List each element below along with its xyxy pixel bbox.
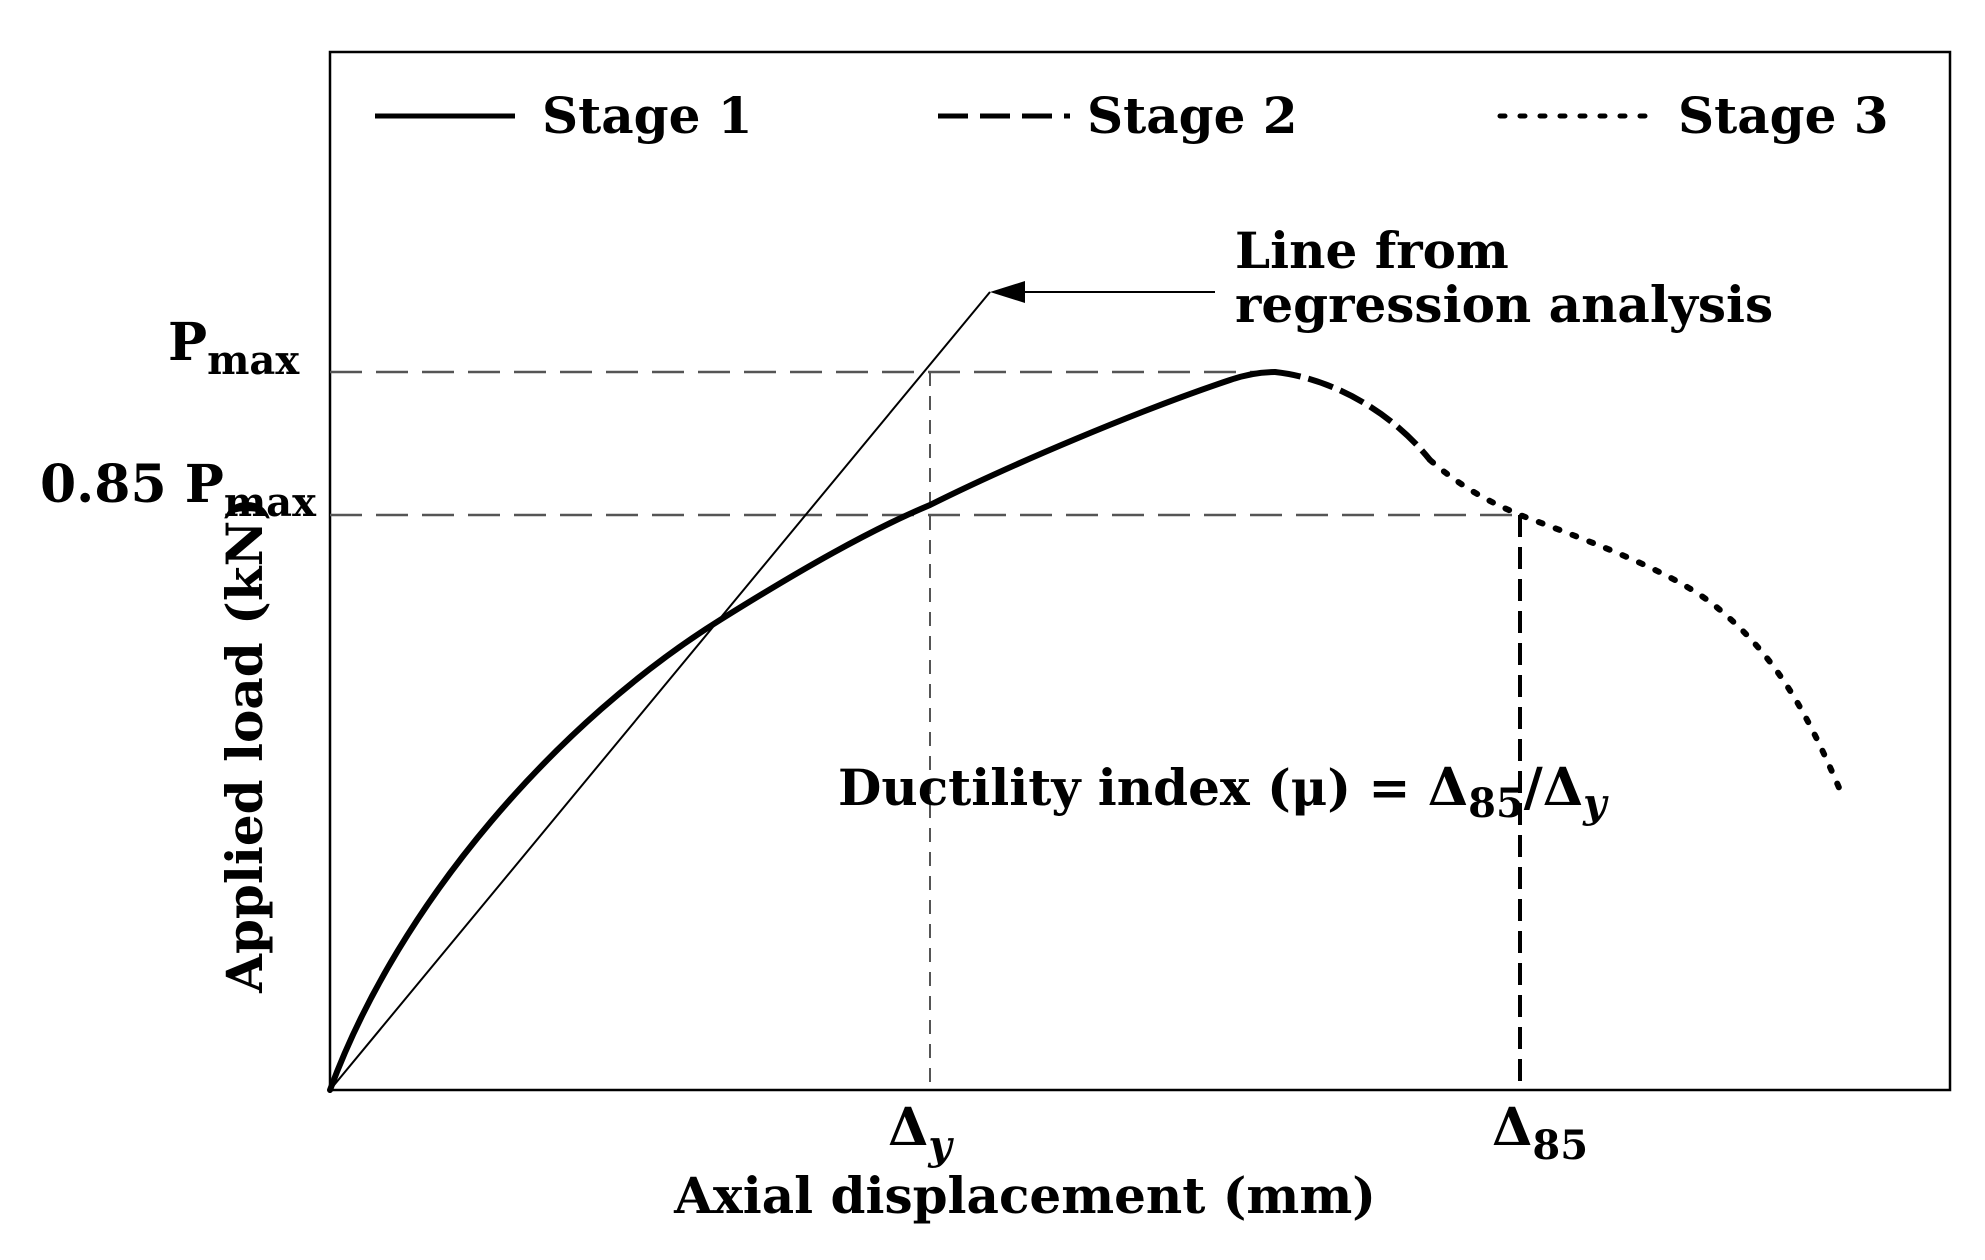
ductility-deltay-base: Δ (1543, 757, 1583, 818)
legend-stage1-label: Stage 1 (542, 86, 753, 145)
y-axis-label: Applied load (kN) (215, 497, 274, 994)
ductility-deltay-sub: y (1582, 780, 1609, 827)
dy-base: Δ (888, 1097, 928, 1158)
regression-label-line2: regression analysis (1235, 275, 1773, 334)
ductility-slash: / (1524, 757, 1543, 818)
legend-stage3-label: Stage 3 (1678, 86, 1889, 145)
annotation-arrow-head (990, 281, 1025, 303)
d85-tick-label: Δ85 (1492, 1097, 1588, 1169)
plot-frame (328, 50, 1952, 1092)
p085-tick-label: 0.85 Pmax (40, 454, 317, 526)
pmax-sub: max (207, 337, 300, 384)
d85-sub: 85 (1532, 1122, 1588, 1169)
p085-sub: max (224, 479, 317, 526)
d85-base: Δ (1492, 1097, 1532, 1158)
stage1-curve (327, 369, 1278, 1093)
legend: Stage 1 Stage 2 Stage 3 (375, 86, 1889, 145)
pmax-tick-label: Pmax (168, 312, 300, 384)
regression-label-line1: Line from (1235, 221, 1509, 280)
ductility-delta85-base: Δ (1428, 757, 1468, 818)
ductility-delta85-sub: 85 (1468, 780, 1524, 827)
ductility-formula: Ductility index (μ) = Δ85/Δy (838, 757, 1609, 827)
ductility-prefix: Ductility index (μ) = (838, 758, 1428, 817)
regression-line (329, 291, 991, 1091)
x-axis-label: Axial displacement (mm) (673, 1166, 1376, 1225)
dy-sub: y (927, 1122, 954, 1169)
stage3-curve (1427, 457, 1843, 793)
stage2-curve (1274, 369, 1433, 462)
dy-tick-label: Δy (888, 1097, 954, 1169)
pmax-base: P (168, 312, 207, 373)
legend-stage2-label: Stage 2 (1087, 86, 1298, 145)
p085-prefix: 0.85 P (40, 454, 224, 515)
